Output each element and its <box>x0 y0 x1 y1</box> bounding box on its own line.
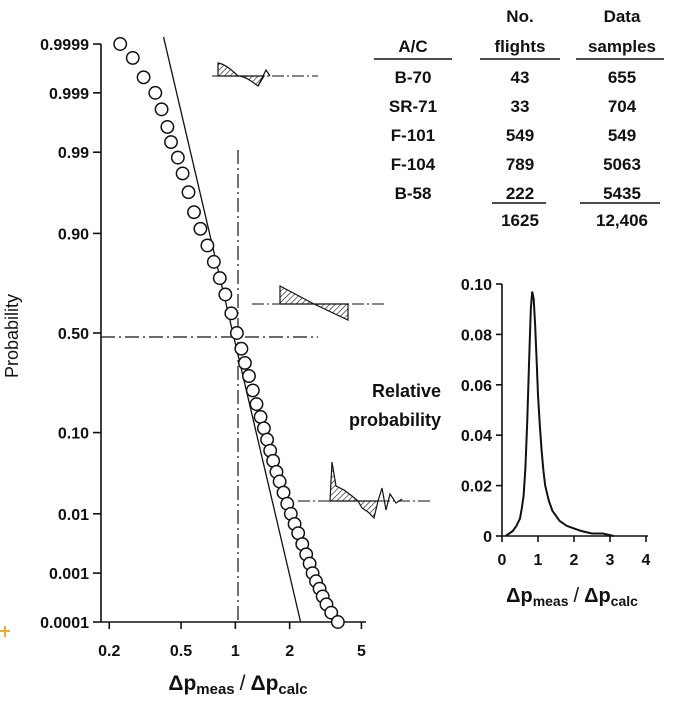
table-header-line2: A/C <box>398 37 427 56</box>
table-cell: SR-71 <box>389 97 437 116</box>
data-point <box>212 271 227 286</box>
inset-y-ticks: 0 0.02 0.04 0.06 0.08 0.10 <box>461 277 502 546</box>
main-y-tick-label: 0.90 <box>58 226 89 243</box>
data-point <box>206 254 221 269</box>
main-y-ticks: 0.9999 0.999 0.99 0.90 0.50 0.10 0.01 0.001 0.00… <box>40 37 101 632</box>
crosshair-mark <box>0 626 10 637</box>
table-cell: F-101 <box>391 126 435 145</box>
data-point <box>175 166 190 181</box>
inset-x-tick-label: 4 <box>642 552 651 569</box>
relative-probability-plot: 0 0.02 0.04 0.06 0.08 0.10 0 1 2 3 4 Relative pro… <box>349 277 651 609</box>
inset-x-tick-label: 2 <box>570 552 579 569</box>
main-x-tick-label: 1 <box>231 643 240 660</box>
main-y-tick-label: 0.001 <box>49 566 89 583</box>
table-header-line1: No. <box>506 7 533 26</box>
data-point <box>200 238 215 253</box>
main-y-tick-label: 0.99 <box>58 145 89 162</box>
main-x-tick-label: 0.2 <box>98 643 120 660</box>
inset-y-label-line1: Relative <box>372 381 441 401</box>
inset-y-tick-label: 0.02 <box>461 479 492 496</box>
data-point <box>154 102 169 117</box>
table-cell: 33 <box>511 97 530 116</box>
main-y-tick-label: 0.999 <box>49 86 89 103</box>
data-point <box>148 85 163 100</box>
data-point <box>136 70 151 85</box>
signature-inset-top <box>212 62 318 87</box>
inset-x-tick-label: 3 <box>606 552 615 569</box>
data-point <box>249 397 264 412</box>
table-header-line2: samples <box>588 37 656 56</box>
data-point <box>242 369 256 383</box>
table-cell: 43 <box>511 68 530 87</box>
table-header-line2: flights <box>495 37 546 56</box>
probability-plot: 0.9999 0.999 0.99 0.90 0.50 0.10 0.01 0.001 0.00… <box>2 36 433 698</box>
flight-data-table: A/C No. flights Data samples B-70 43 655 SR-71 33… <box>374 7 664 230</box>
data-point <box>245 383 260 398</box>
inset-x-tick-label: 0 <box>498 552 507 569</box>
main-y-tick-label: 0.50 <box>58 326 89 343</box>
main-y-tick-label: 0.10 <box>58 426 89 443</box>
data-point <box>193 221 208 236</box>
table-cell: 5063 <box>603 155 641 174</box>
table-cell: F-104 <box>391 155 436 174</box>
data-point <box>330 615 345 629</box>
data-point <box>237 355 252 370</box>
table-header-line1: Data <box>604 7 641 26</box>
signature-inset-middle <box>252 285 386 321</box>
data-point <box>125 50 140 65</box>
main-y-tick-label: 0.9999 <box>40 37 89 54</box>
inset-y-tick-label: 0.04 <box>461 428 492 445</box>
inset-y-tick-label: 0.10 <box>461 277 492 294</box>
table-cell: B-70 <box>395 68 432 87</box>
main-x-tick-label: 5 <box>357 643 366 660</box>
data-point <box>253 410 268 424</box>
inset-x-tick-label: 1 <box>534 552 543 569</box>
data-point <box>324 605 339 620</box>
table-cell: B-58 <box>395 184 432 203</box>
inset-x-axis-label: Δpmeas / Δpcalc <box>506 585 638 609</box>
main-y-axis-label: Probability <box>2 294 22 378</box>
main-x-tick-label: 0.5 <box>170 643 192 660</box>
inset-distribution-line <box>505 291 614 537</box>
data-point <box>224 306 239 321</box>
table-total-cell: 12,406 <box>596 211 648 230</box>
data-point <box>256 421 271 436</box>
data-point <box>218 287 233 302</box>
table-cell: 789 <box>506 155 534 174</box>
table-cell: 704 <box>608 97 637 116</box>
table-cell: 222 <box>506 184 534 203</box>
data-point <box>113 37 128 51</box>
table-cell: 549 <box>506 126 534 145</box>
table-cell: 5435 <box>603 184 641 203</box>
data-point <box>164 135 178 149</box>
main-data-points <box>113 37 345 629</box>
table-total-cell: 1625 <box>501 211 539 230</box>
table-cell: 549 <box>608 126 636 145</box>
main-y-tick-label: 0.0001 <box>40 615 89 632</box>
inset-y-tick-label: 0.08 <box>461 327 492 344</box>
main-x-tick-label: 2 <box>285 643 294 660</box>
signature-inset-bottom <box>298 461 433 520</box>
data-point <box>181 185 196 200</box>
inset-y-tick-label: 0.06 <box>461 378 492 395</box>
main-x-axis-label: Δpmeas / Δpcalc <box>168 672 307 698</box>
data-point <box>187 205 201 220</box>
inset-y-tick-label: 0 <box>483 529 492 546</box>
main-y-tick-label: 0.01 <box>58 507 89 524</box>
data-point <box>234 341 249 356</box>
data-point <box>229 326 244 340</box>
inset-y-label-line2: probability <box>349 410 441 430</box>
main-x-ticks: 0.2 0.5 1 2 5 <box>98 622 366 660</box>
table-cell: 655 <box>608 68 636 87</box>
data-point <box>170 150 185 165</box>
inset-x-ticks: 0 1 2 3 4 <box>498 536 651 569</box>
data-point <box>160 119 175 134</box>
